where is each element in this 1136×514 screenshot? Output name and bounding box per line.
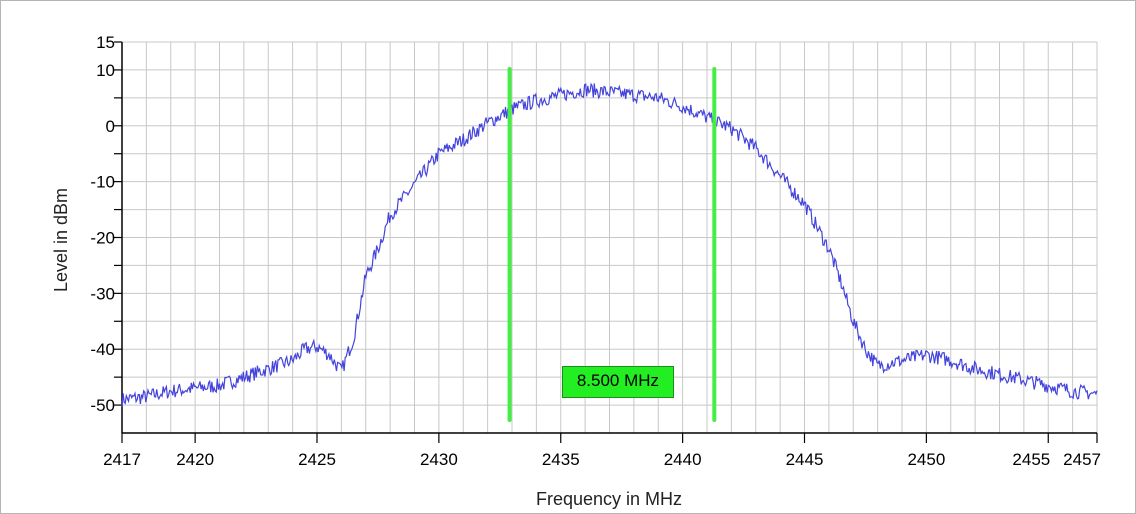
x-tick-label: 2435 (542, 450, 580, 469)
bandwidth-markers (507, 67, 717, 422)
y-axis-ticks: -50 -40 -30 -20 -10 0 10 15 (90, 33, 122, 415)
y-tick-label: 15 (96, 33, 115, 52)
x-tick-label: 2445 (786, 450, 824, 469)
x-tick-label: 2450 (907, 450, 945, 469)
x-tick-label: 2430 (420, 450, 458, 469)
x-tick-label: 2440 (664, 450, 702, 469)
x-axis-ticks: 2417 2420 2425 2430 2435 2440 2445 2450 2455 2457 (103, 433, 1101, 469)
y-tick-label: -30 (90, 284, 115, 303)
y-tick-label: 0 (106, 117, 115, 136)
y-tick-label: 10 (96, 61, 115, 80)
y-axis-title: Level in dBm (51, 188, 71, 292)
bandwidth-label: 8.500 MHz (561, 366, 674, 398)
x-axis-title: Frequency in MHz (536, 489, 682, 509)
y-tick-label: -50 (90, 396, 115, 415)
x-tick-label: 2457 (1063, 450, 1101, 469)
y-tick-label: -40 (90, 340, 115, 359)
y-tick-label: -20 (90, 229, 115, 248)
x-tick-label: 2417 (103, 450, 141, 469)
spectrum-trace (121, 82, 1098, 407)
y-tick-label: -10 (90, 173, 115, 192)
x-tick-label: 2455 (1012, 450, 1050, 469)
x-tick-label: 2420 (176, 450, 214, 469)
x-tick-label: 2425 (298, 450, 336, 469)
